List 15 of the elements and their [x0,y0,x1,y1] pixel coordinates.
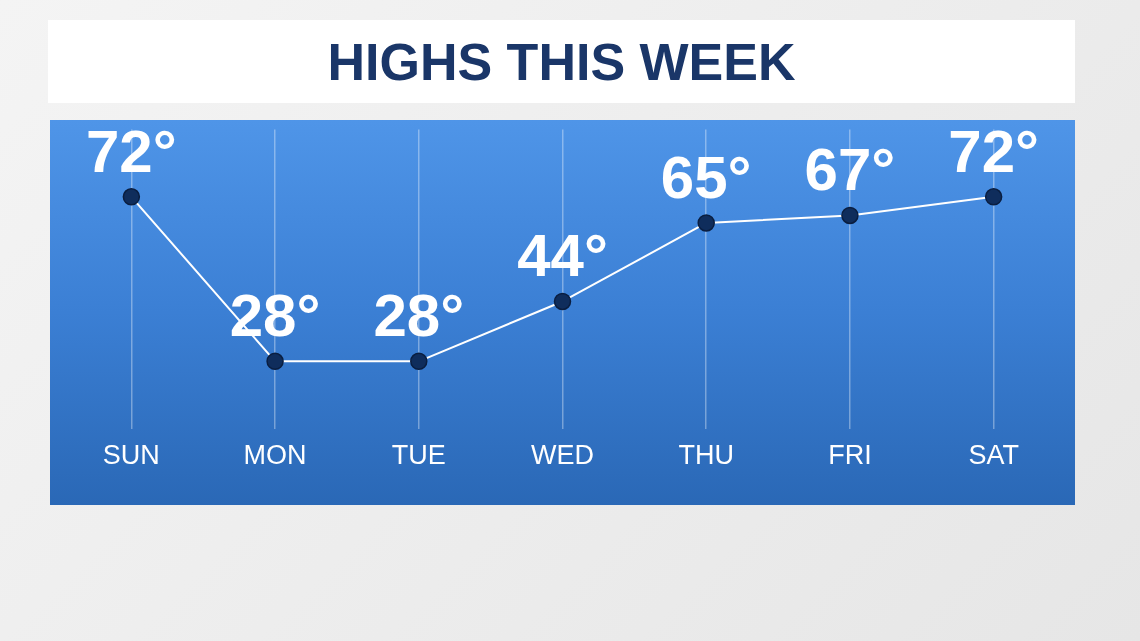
data-label: 44° [517,222,608,290]
data-label: 65° [660,143,752,211]
x-tick-label: TUE [391,440,446,471]
x-tick-label: MON [243,440,307,471]
data-label: 72° [948,117,1040,185]
chart-title: HIGHS THIS WEEK [327,31,796,92]
data-label: 67° [804,136,896,204]
x-tick-label: SUN [102,440,160,471]
x-tick-label: SAT [968,440,1019,471]
x-tick-label: THU [678,440,734,471]
x-tick-label: WED [531,440,594,471]
x-tick-label: FRI [828,440,872,471]
data-label: 28° [229,282,321,350]
data-label: 72° [85,117,177,185]
data-label: 28° [373,282,465,350]
